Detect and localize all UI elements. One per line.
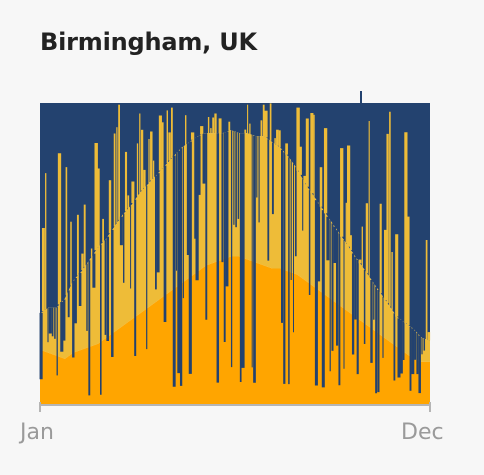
chart-streaks: [39, 103, 431, 396]
area-series-mid: [40, 130, 430, 362]
x-tick-label-dec: Dec: [401, 420, 444, 445]
x-tick-label-jan: Jan: [20, 420, 54, 445]
area-series-low: [40, 256, 430, 404]
chart-title: Birmingham, UK: [40, 28, 257, 56]
